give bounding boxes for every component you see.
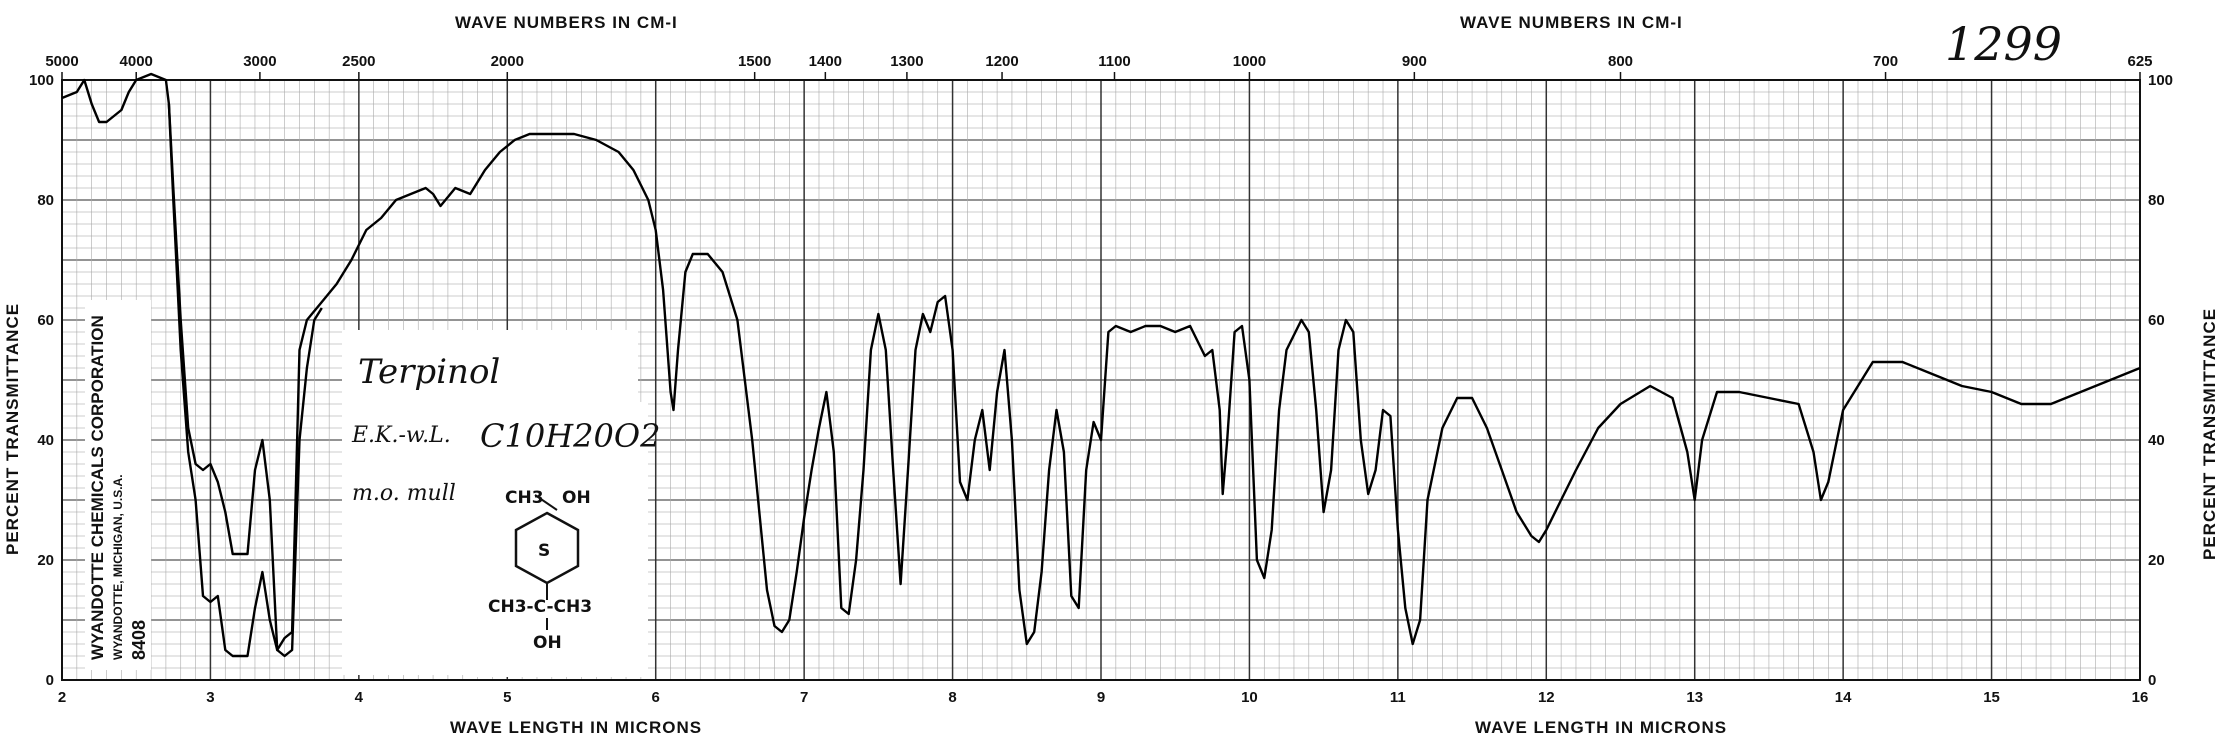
molecular-formula: C10H20O2 xyxy=(480,417,660,455)
y-tick-label-right: 20 xyxy=(2148,552,2165,569)
x-tick-label: 6 xyxy=(652,689,660,706)
top-tick-label: 1200 xyxy=(985,53,1018,70)
annotation-card-right xyxy=(470,402,648,677)
top-tick-label: 1000 xyxy=(1233,53,1266,70)
y-tick-label-right: 60 xyxy=(2148,312,2165,329)
bottom-axis-title-left: WAVE LENGTH IN MICRONS xyxy=(450,718,702,737)
top-tick-label: 2000 xyxy=(491,53,524,70)
top-tick-label: 5000 xyxy=(45,53,78,70)
x-tick-label: 8 xyxy=(948,689,956,706)
top-axis-title-left: WAVE NUMBERS IN CM-I xyxy=(455,13,678,32)
y-tick-label-right: 80 xyxy=(2148,192,2165,209)
x-tick-label: 13 xyxy=(1686,689,1703,706)
x-tick-label: 2 xyxy=(58,689,66,706)
vendor-line2: WYANDOTTE, MICHIGAN, U.S.A. xyxy=(111,474,125,660)
bottom-axis-title-right: WAVE LENGTH IN MICRONS xyxy=(1475,718,1727,737)
top-tick-label: 625 xyxy=(2127,53,2152,70)
y-tick-label-right: 100 xyxy=(2148,72,2173,89)
x-tick-label: 14 xyxy=(1835,689,1852,706)
y-tick-label-left: 20 xyxy=(37,552,54,569)
top-tick-label: 1100 xyxy=(1098,53,1131,70)
top-tick-label: 3000 xyxy=(243,53,276,70)
x-tick-label: 15 xyxy=(1983,689,2000,706)
top-tick-label: 700 xyxy=(1873,53,1898,70)
top-tick-label: 1500 xyxy=(738,53,771,70)
y-tick-label-left: 40 xyxy=(37,432,54,449)
top-tick-label: 4000 xyxy=(120,53,153,70)
top-axis-title-right: WAVE NUMBERS IN CM-I xyxy=(1460,13,1683,32)
x-tick-label: 16 xyxy=(2132,689,2149,706)
x-tick-label: 5 xyxy=(503,689,511,706)
struct-bottom-oh: OH xyxy=(533,633,562,653)
x-tick-label: 11 xyxy=(1390,689,1406,706)
x-tick-label: 12 xyxy=(1538,689,1555,706)
spectrum-trace-1 xyxy=(61,72,2141,658)
y-tick-label-left: 60 xyxy=(37,312,54,329)
spectrum-trace-2 xyxy=(167,103,323,658)
struct-oh-group: OH xyxy=(562,488,591,508)
top-tick-label: 1400 xyxy=(809,53,842,70)
struct-top-group: CH3 xyxy=(505,488,544,508)
vendor-label: WYANDOTTE CHEMICALS CORPORATION WYANDOTT… xyxy=(85,300,151,670)
top-tick-label: 800 xyxy=(1608,53,1633,70)
y-tick-label-left: 100 xyxy=(29,72,54,89)
structure-drawing: CH3 OH S CH3-C-CH3 OH xyxy=(488,488,592,653)
struct-bottom-group: CH3-C-CH3 xyxy=(488,597,592,617)
y-tick-label-left: 0 xyxy=(46,672,54,689)
axis-ticks: 2 3 4 5 6 7 8 9 10 11 12 13 14 15 16020406080100020406… xyxy=(29,53,2173,706)
x-tick-label: 10 xyxy=(1241,689,1258,706)
vendor-label-bg xyxy=(85,300,151,670)
sample-note: E.K.-w.L. xyxy=(351,423,451,448)
plot-frame xyxy=(61,79,2141,681)
left-axis-title: PERCENT TRANSMITTANCE xyxy=(3,303,22,555)
right-axis-title: PERCENT TRANSMITTANCE xyxy=(2200,308,2219,560)
top-tick-label: 900 xyxy=(1402,53,1427,70)
y-tick-label-right: 40 xyxy=(2148,432,2165,449)
spectrum-number: 1299 xyxy=(1945,17,2062,71)
y-tick-label-right: 0 xyxy=(2148,672,2156,689)
x-tick-label: 7 xyxy=(800,689,808,706)
vendor-code: 8408 xyxy=(129,620,149,660)
x-tick-label: 9 xyxy=(1097,689,1105,706)
vendor-line1: WYANDOTTE CHEMICALS CORPORATION xyxy=(88,315,107,660)
x-tick-label: 4 xyxy=(355,689,364,706)
top-tick-label: 1300 xyxy=(890,53,923,70)
spectrum-series xyxy=(61,72,2141,658)
compound-name: Terpinol xyxy=(358,352,500,392)
x-tick-label: 3 xyxy=(206,689,214,706)
mull-note: m.o. mull xyxy=(352,481,456,506)
top-tick-label: 2500 xyxy=(342,53,375,70)
struct-ring-label: S xyxy=(538,541,550,561)
plot-border xyxy=(61,79,2141,681)
y-tick-label-left: 80 xyxy=(37,192,54,209)
compound-annotation: Terpinol E.K.-w.L. C10H20O2 m.o. mull CH… xyxy=(342,330,660,677)
